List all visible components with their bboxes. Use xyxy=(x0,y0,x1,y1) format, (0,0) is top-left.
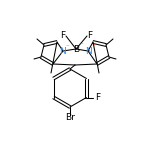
Text: ⁻: ⁻ xyxy=(66,44,69,50)
Text: B: B xyxy=(73,45,79,54)
Text: F: F xyxy=(95,93,100,102)
Text: ⁺: ⁺ xyxy=(92,44,96,50)
Text: F: F xyxy=(87,31,93,40)
Text: N: N xyxy=(86,47,92,55)
Text: ⁻: ⁻ xyxy=(79,42,83,48)
Text: Br: Br xyxy=(65,114,75,123)
Text: F: F xyxy=(60,31,66,40)
Text: N: N xyxy=(59,47,65,55)
